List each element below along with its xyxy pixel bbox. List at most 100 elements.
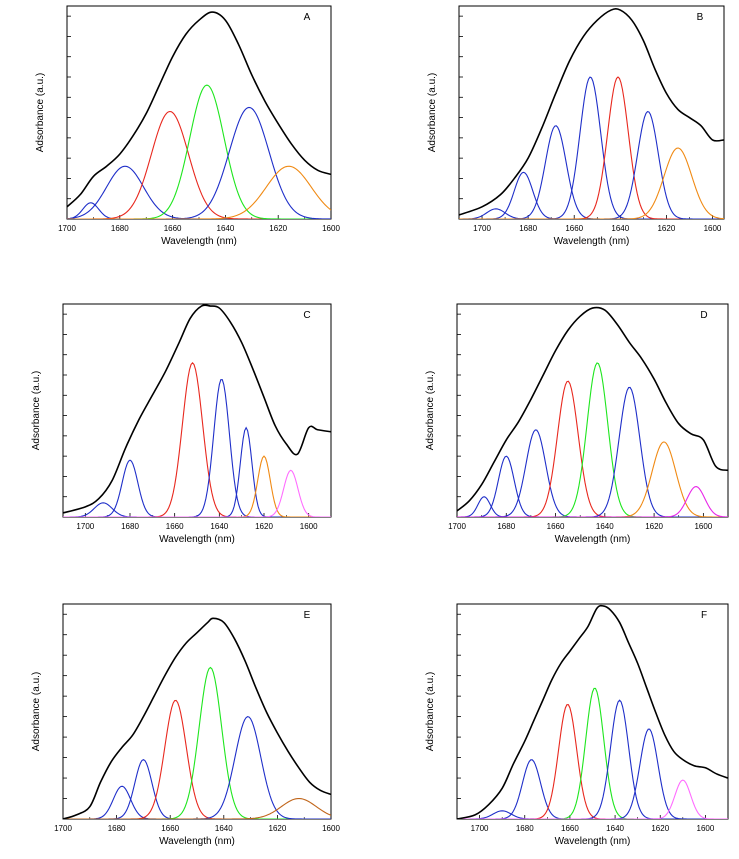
y-axis-label-f: Adsorbance (a.u.) — [425, 672, 436, 752]
component-peak-e-2 — [63, 758, 331, 819]
panel-letter-b: B — [697, 12, 704, 23]
component-peak-f-7 — [457, 779, 728, 819]
x-tick-label-a: 1600 — [322, 224, 340, 233]
component-peak-d-8 — [457, 486, 728, 517]
x-tick-label-a: 1700 — [58, 224, 76, 233]
x-tick-label-c: 1600 — [300, 522, 318, 531]
x-tick-label-b: 1640 — [611, 224, 629, 233]
y-axis-label-d: Adsorbance (a.u.) — [425, 371, 436, 451]
component-peak-f-3 — [457, 704, 728, 819]
x-tick-label-d: 1700 — [448, 522, 466, 531]
x-tick-label-a: 1620 — [269, 224, 287, 233]
component-peak-d-7 — [457, 441, 728, 517]
x-tick-label-c: 1640 — [210, 522, 228, 531]
x-tick-label-b: 1600 — [704, 224, 722, 233]
component-peak-c-3 — [63, 362, 331, 517]
x-tick-label-c: 1700 — [76, 522, 94, 531]
component-peak-f-1 — [457, 810, 728, 819]
envelope-spectrum-e — [63, 617, 331, 819]
component-peak-b-2 — [459, 171, 724, 219]
component-peak-b-4 — [459, 76, 724, 219]
axes-frame-c — [62, 303, 332, 518]
component-peak-d-2 — [457, 455, 728, 517]
component-peak-a-1 — [67, 202, 331, 219]
component-peak-f-2 — [457, 759, 728, 819]
x-axis-label-f: Wavelength (nm) — [555, 836, 631, 847]
x-tick-label-a: 1680 — [111, 224, 129, 233]
x-tick-label-d: 1620 — [645, 522, 663, 531]
x-tick-label-e: 1700 — [54, 824, 72, 833]
component-peak-b-5 — [459, 76, 724, 219]
component-peak-a-4 — [67, 84, 331, 219]
envelope-spectrum-f — [457, 604, 728, 819]
panel-e: 1700 1680 1660 1640 1620 1600 Wavelength (nm) A… — [31, 603, 340, 847]
x-tick-label-d: 1660 — [547, 522, 565, 531]
x-axis-label-e: Wavelength (nm) — [159, 836, 235, 847]
panel-letter-e: E — [304, 610, 311, 621]
component-peak-e-4 — [63, 666, 331, 819]
x-tick-label-c: 1680 — [121, 522, 139, 531]
x-tick-label-f: 1700 — [471, 824, 489, 833]
x-tick-label-e: 1640 — [215, 824, 233, 833]
component-peak-c-6 — [63, 455, 331, 517]
component-peak-d-4 — [457, 380, 728, 517]
component-peak-f-5 — [457, 699, 728, 819]
x-axis-label-a: Wavelength (nm) — [161, 236, 237, 247]
panel-d: 1700 1680 1660 1640 1620 1600 Wavelength (nm) A… — [425, 303, 729, 545]
x-tick-label-f: 1620 — [651, 824, 669, 833]
envelope-spectrum-a — [67, 11, 331, 208]
y-axis-label-e: Adsorbance (a.u.) — [31, 672, 42, 752]
panel-b: 1700 1680 1660 1640 1620 1600 Wavelength (nm) A… — [427, 5, 725, 247]
x-tick-label-a: 1660 — [164, 224, 182, 233]
panel-f: 1700 1680 1660 1640 1620 1600 Wavelength (nm) A… — [425, 603, 729, 847]
envelope-spectrum-b — [459, 7, 724, 216]
axes-frame-e — [62, 603, 332, 820]
component-peak-c-5 — [63, 426, 331, 517]
x-tick-label-b: 1660 — [565, 224, 583, 233]
x-tick-label-b: 1700 — [473, 224, 491, 233]
component-peak-c-4 — [63, 379, 331, 517]
panel-letter-d: D — [700, 310, 707, 321]
x-tick-label-d: 1600 — [694, 522, 712, 531]
x-tick-label-e: 1600 — [322, 824, 340, 833]
component-peak-d-5 — [457, 362, 728, 517]
panel-letter-f: F — [701, 610, 707, 621]
y-axis-label-c: Adsorbance (a.u.) — [31, 371, 42, 451]
y-axis-label-b: Adsorbance (a.u.) — [427, 73, 438, 153]
component-peak-c-1 — [63, 502, 331, 517]
x-tick-label-b: 1680 — [519, 224, 537, 233]
component-peak-e-3 — [63, 699, 331, 819]
x-tick-label-f: 1600 — [697, 824, 715, 833]
panel-c: 1700 1680 1660 1640 1620 1600 Wavelength (nm) A… — [31, 303, 332, 545]
component-peak-d-3 — [457, 429, 728, 517]
component-peak-b-3 — [459, 125, 724, 219]
x-tick-label-f: 1660 — [561, 824, 579, 833]
x-tick-label-a: 1640 — [217, 224, 235, 233]
component-peak-e-1 — [63, 785, 331, 819]
component-peak-b-7 — [459, 147, 724, 219]
component-peak-f-6 — [457, 728, 728, 819]
x-tick-label-e: 1620 — [269, 824, 287, 833]
component-peak-c-7 — [63, 469, 331, 517]
component-peak-a-6 — [67, 165, 331, 219]
panel-a: 1700 1680 1660 1640 1620 1600 Wavelength (nm) A… — [35, 5, 340, 247]
envelope-spectrum-d — [457, 306, 728, 512]
x-axis-label-c: Wavelength (nm) — [159, 534, 235, 545]
component-peak-a-5 — [67, 106, 331, 219]
component-peak-c-2 — [63, 459, 331, 517]
component-peak-f-4 — [457, 687, 728, 819]
x-tick-label-c: 1620 — [255, 522, 273, 531]
component-peak-e-6 — [63, 797, 331, 819]
component-peak-a-2 — [67, 165, 331, 219]
x-tick-label-c: 1660 — [166, 522, 184, 531]
y-axis-label-a: Adsorbance (a.u.) — [35, 73, 46, 153]
component-peak-b-6 — [459, 111, 724, 219]
panel-letter-a: A — [304, 12, 311, 23]
x-axis-label-d: Wavelength (nm) — [555, 534, 631, 545]
component-peak-a-3 — [67, 110, 331, 219]
x-tick-label-e: 1680 — [108, 824, 126, 833]
x-tick-label-e: 1660 — [161, 824, 179, 833]
axes-frame-b — [458, 5, 725, 220]
x-tick-label-f: 1640 — [606, 824, 624, 833]
